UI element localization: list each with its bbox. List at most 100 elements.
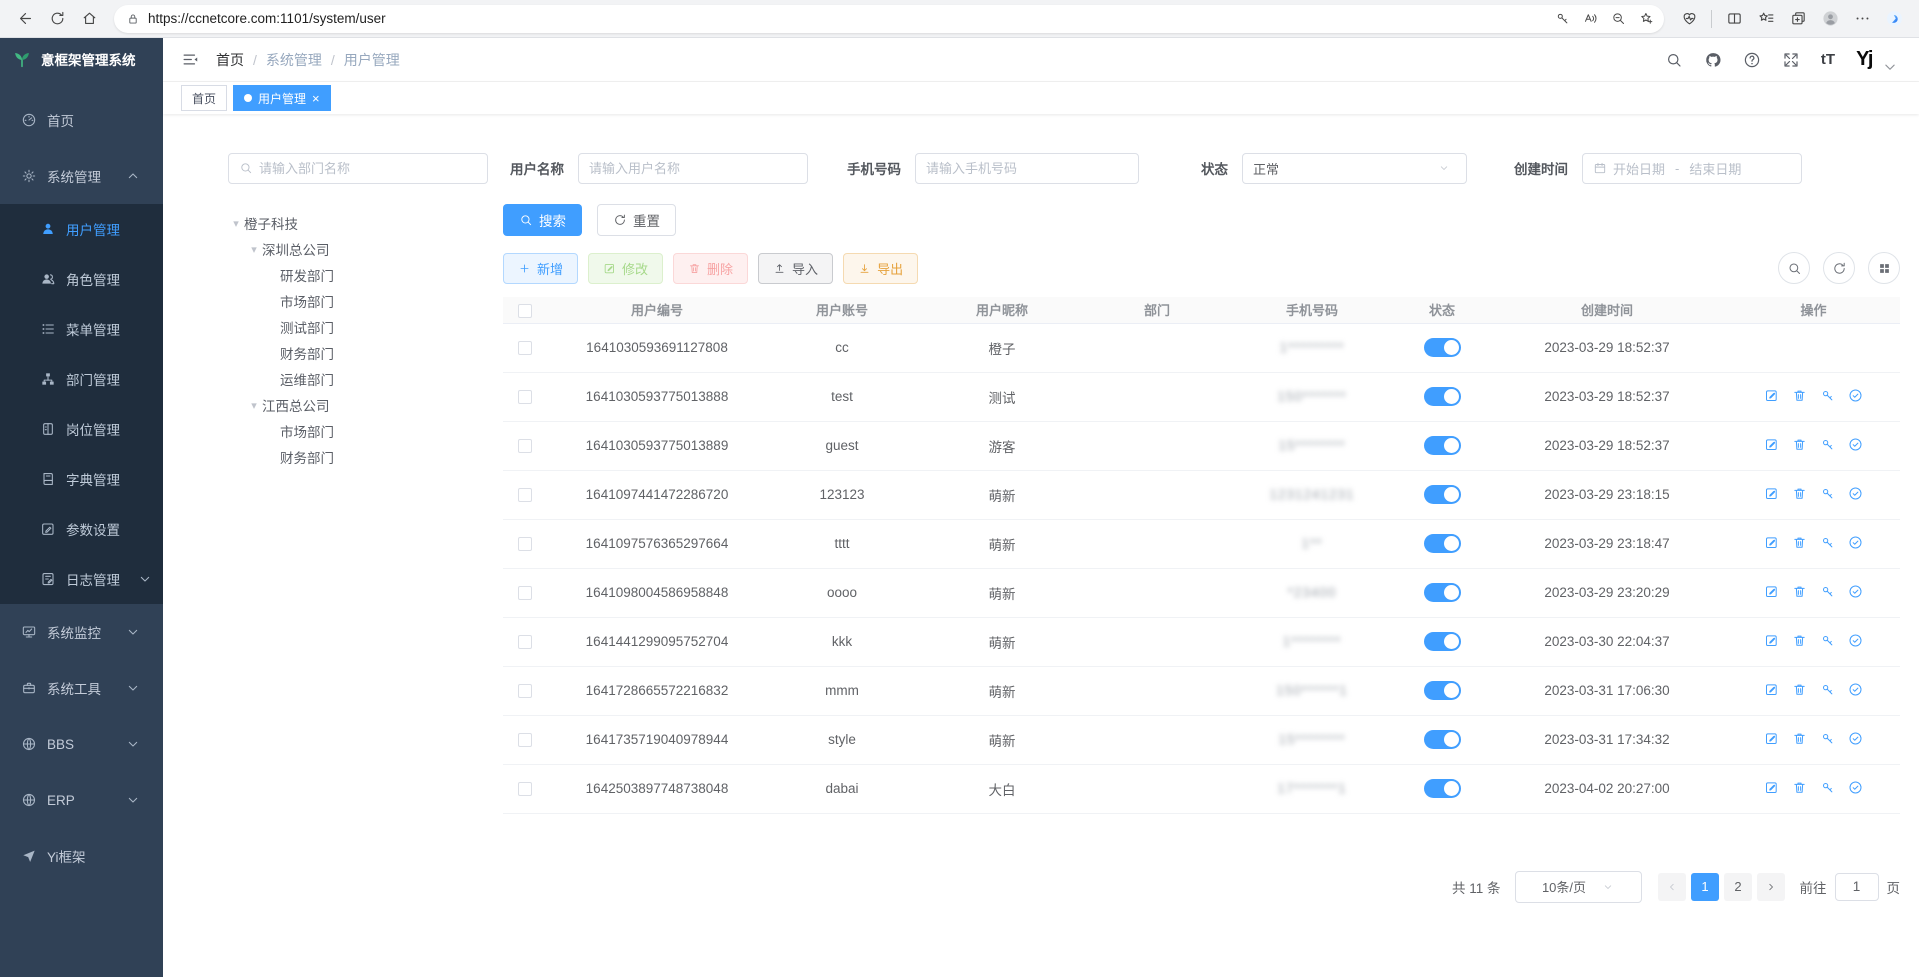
sidebar-item-menu-mgmt[interactable]: 菜单管理	[0, 304, 163, 354]
sidebar-item-yi-frame[interactable]: Yi框架	[0, 828, 163, 884]
row-checkbox[interactable]	[518, 341, 532, 356]
dept-search-input[interactable]	[228, 152, 488, 184]
reset-password-icon[interactable]	[1820, 682, 1835, 700]
date-range-picker[interactable]: 开始日期 - 结束日期	[1582, 152, 1802, 184]
tree-node[interactable]: 测试部门	[280, 321, 334, 336]
user-logo[interactable]: Yj	[1856, 48, 1873, 70]
read-aloud-icon[interactable]	[1576, 5, 1604, 33]
edit-row-icon[interactable]	[1764, 388, 1779, 406]
assign-role-icon[interactable]	[1848, 780, 1863, 798]
back-button[interactable]	[10, 4, 40, 34]
fullscreen-icon[interactable]	[1782, 51, 1800, 69]
modify-button[interactable]: 修改	[588, 252, 664, 284]
chevron-down-icon[interactable]	[1881, 58, 1899, 76]
select-all-checkbox[interactable]	[518, 303, 532, 318]
search-button[interactable]: 搜索	[503, 204, 582, 236]
reset-password-icon[interactable]	[1820, 388, 1835, 406]
add-favorite-icon[interactable]	[1632, 5, 1660, 33]
edit-row-icon[interactable]	[1764, 633, 1779, 651]
delete-row-icon[interactable]	[1792, 633, 1807, 651]
delete-row-icon[interactable]	[1792, 780, 1807, 798]
delete-row-icon[interactable]	[1792, 486, 1807, 504]
browser-essentials-icon[interactable]	[1674, 4, 1704, 34]
assign-role-icon[interactable]	[1848, 633, 1863, 651]
page-button-2[interactable]: 2	[1724, 872, 1752, 901]
edit-row-icon[interactable]	[1764, 682, 1779, 700]
edit-row-icon[interactable]	[1764, 731, 1779, 749]
page-size-select[interactable]: 10条/页	[1514, 870, 1642, 903]
tree-node[interactable]: ▾ 深圳总公司	[228, 236, 503, 262]
row-checkbox[interactable]	[518, 733, 532, 748]
sidebar-item-home[interactable]: 首页	[0, 92, 163, 148]
status-toggle[interactable]	[1423, 338, 1461, 357]
assign-role-icon[interactable]	[1848, 486, 1863, 504]
edit-row-icon[interactable]	[1764, 780, 1779, 798]
dept-search-field[interactable]	[259, 160, 477, 176]
add-button[interactable]: 新增	[503, 252, 579, 284]
tree-node[interactable]: 财务部门	[280, 347, 334, 362]
status-toggle[interactable]	[1423, 632, 1461, 651]
sidebar-item-bbs[interactable]: BBS	[0, 716, 163, 772]
delete-row-icon[interactable]	[1792, 437, 1807, 455]
sidebar-item-system[interactable]: 系统管理	[0, 148, 163, 204]
sidebar-item-param-settings[interactable]: 参数设置	[0, 504, 163, 554]
delete-button[interactable]: 删除	[673, 252, 749, 284]
sidebar-item-role-mgmt[interactable]: 角色管理	[0, 254, 163, 304]
import-button[interactable]: 导入	[758, 252, 834, 284]
tree-node[interactable]: 市场部门	[280, 425, 334, 440]
row-checkbox[interactable]	[518, 390, 532, 405]
assign-role-icon[interactable]	[1848, 437, 1863, 455]
status-toggle[interactable]	[1423, 485, 1461, 504]
assign-role-icon[interactable]	[1848, 731, 1863, 749]
assign-role-icon[interactable]	[1848, 584, 1863, 602]
tree-node[interactable]: ▾ 江西总公司	[228, 392, 503, 418]
assign-role-icon[interactable]	[1848, 535, 1863, 553]
edit-row-icon[interactable]	[1764, 486, 1779, 504]
address-bar[interactable]: https://ccnetcore.com:1101/system/user	[114, 4, 1664, 33]
sidebar-item-tools[interactable]: 系统工具	[0, 660, 163, 716]
column-settings-button[interactable]	[1868, 252, 1900, 284]
tab-home[interactable]: 首页	[181, 85, 228, 111]
password-key-icon[interactable]	[1548, 5, 1576, 33]
tree-expand-icon[interactable]: ▾	[251, 399, 257, 412]
row-checkbox[interactable]	[518, 586, 532, 601]
reset-password-icon[interactable]	[1820, 584, 1835, 602]
phone-field[interactable]	[926, 160, 1128, 176]
goto-page-input[interactable]	[1834, 872, 1879, 901]
status-select[interactable]: 正常	[1242, 152, 1467, 184]
more-options-icon[interactable]	[1847, 4, 1877, 34]
font-size-icon[interactable]: tT	[1820, 51, 1836, 68]
sidebar-item-log-mgmt[interactable]: 日志管理	[0, 554, 163, 604]
github-icon[interactable]	[1704, 51, 1722, 69]
page-button-1[interactable]: 1	[1691, 872, 1719, 901]
row-checkbox[interactable]	[518, 537, 532, 552]
collections-icon[interactable]	[1783, 4, 1813, 34]
profile-avatar[interactable]	[1815, 4, 1845, 34]
url-text[interactable]: https://ccnetcore.com:1101/system/user	[148, 11, 386, 26]
reset-password-icon[interactable]	[1820, 780, 1835, 798]
copilot-icon[interactable]	[1879, 4, 1909, 34]
tree-node[interactable]: 运维部门	[280, 373, 334, 388]
split-screen-icon[interactable]	[1719, 4, 1749, 34]
home-button[interactable]	[74, 4, 104, 34]
row-checkbox[interactable]	[518, 635, 532, 650]
collapse-menu-icon[interactable]	[181, 50, 200, 69]
zoom-out-icon[interactable]	[1604, 5, 1632, 33]
reset-password-icon[interactable]	[1820, 633, 1835, 651]
sidebar-item-user-mgmt[interactable]: 用户管理	[0, 204, 163, 254]
table-search-button[interactable]	[1778, 252, 1810, 284]
username-field[interactable]	[589, 160, 797, 176]
reset-password-icon[interactable]	[1820, 486, 1835, 504]
status-toggle[interactable]	[1423, 387, 1461, 406]
assign-role-icon[interactable]	[1848, 388, 1863, 406]
tree-node[interactable]: 研发部门	[280, 269, 334, 284]
help-icon[interactable]	[1743, 51, 1761, 69]
export-button[interactable]: 导出	[843, 252, 919, 284]
status-toggle[interactable]	[1423, 436, 1461, 455]
tree-expand-icon[interactable]: ▾	[251, 243, 257, 256]
sidebar-item-dept-mgmt[interactable]: 部门管理	[0, 354, 163, 404]
edit-row-icon[interactable]	[1764, 535, 1779, 553]
tree-node[interactable]: ▾ 橙子科技	[228, 210, 503, 236]
favorites-icon[interactable]	[1751, 4, 1781, 34]
username-input[interactable]	[578, 152, 808, 184]
